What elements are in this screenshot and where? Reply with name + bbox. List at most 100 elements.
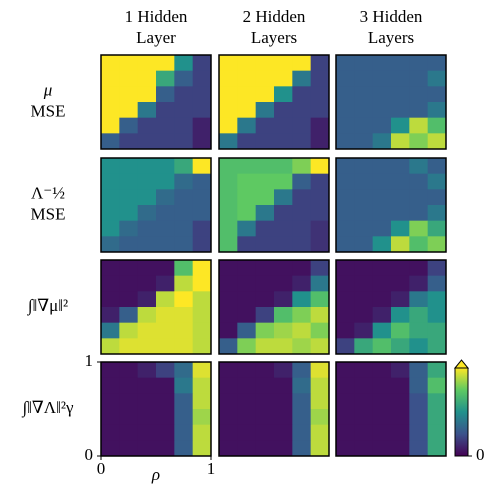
heatmap-cell (255, 409, 275, 426)
heatmap-cell (192, 158, 212, 175)
heatmap-cell (292, 362, 312, 379)
y-tick-label: 1 (85, 351, 94, 370)
panel-frame (218, 259, 330, 355)
heatmap-cell (137, 409, 157, 426)
heatmap-cell (255, 377, 275, 394)
heatmap-cell (101, 307, 120, 324)
heatmap-cell (372, 307, 392, 324)
heatmap-cell (310, 158, 330, 175)
heatmap-cell (101, 440, 120, 457)
heatmap-cell (137, 173, 157, 190)
heatmap-cell (119, 440, 139, 457)
heatmap-cell (336, 377, 355, 394)
heatmap-panel (336, 260, 447, 355)
heatmap-cell (354, 307, 374, 324)
colorbar-extend (453, 359, 470, 369)
heatmap-cell (255, 424, 275, 441)
heatmap-cell (255, 338, 275, 355)
heatmap-cell (219, 70, 238, 87)
colorbar (455, 368, 468, 456)
heatmap-cell (255, 189, 275, 206)
heatmap-cell (255, 205, 275, 222)
heatmap-cell (255, 70, 275, 87)
heatmap-cell (101, 409, 120, 426)
heatmap-cell (137, 260, 157, 277)
heatmap-cell (156, 102, 175, 119)
heatmap-cell (409, 362, 429, 379)
heatmap-cell (391, 377, 410, 394)
heatmap-cell (174, 173, 194, 190)
heatmap-cell (409, 86, 429, 103)
heatmap-cell (354, 189, 374, 206)
heatmap-cell (391, 393, 410, 410)
panel-frame (335, 361, 447, 457)
heatmap-cell (237, 55, 257, 72)
heatmap-cell (255, 362, 275, 379)
heatmap-cell (237, 377, 257, 394)
heatmap-cell (274, 220, 293, 237)
panel-frame (335, 54, 447, 150)
heatmap-cell (156, 393, 175, 410)
heatmap-cell (310, 307, 330, 324)
heatmap-cell (192, 338, 212, 355)
heatmap-cell (409, 102, 429, 119)
heatmap-cell (336, 338, 355, 355)
heatmap-cell (391, 133, 410, 150)
heatmap-cell (101, 55, 120, 72)
heatmap-panel (101, 260, 212, 355)
heatmap-cell (219, 102, 238, 119)
heatmap-cell (274, 393, 293, 410)
heatmap-cell (391, 307, 410, 324)
heatmap-cell (192, 377, 212, 394)
heatmap-cell (427, 362, 447, 379)
heatmap-cell (237, 189, 257, 206)
heatmap-cell (372, 236, 392, 253)
heatmap-cell (310, 86, 330, 103)
heatmap-cell (156, 338, 175, 355)
heatmap-cell (192, 322, 212, 339)
heatmap-cell (336, 393, 355, 410)
heatmap-cell (192, 260, 212, 277)
heatmap-cell (274, 322, 293, 339)
row-label: ∫‖∇Λ‖²γ (21, 398, 73, 418)
heatmap-cell (292, 173, 312, 190)
heatmap-cell (156, 409, 175, 426)
heatmap-cell (292, 322, 312, 339)
heatmap-cell (310, 260, 330, 277)
heatmap-cell (255, 102, 275, 119)
heatmap-cell (137, 86, 157, 103)
column-title: 3 Hidden (360, 7, 423, 26)
heatmap-cell (409, 424, 429, 441)
heatmap-cell (101, 70, 120, 87)
heatmap-cell (219, 133, 238, 150)
heatmap-cell (101, 189, 120, 206)
heatmap-cell (427, 409, 447, 426)
heatmap-cell (372, 322, 392, 339)
heatmap-cell (119, 117, 139, 134)
heatmap-cell (372, 275, 392, 292)
heatmap-cell (119, 307, 139, 324)
column-title: Layers (368, 28, 414, 47)
heatmap-cell (354, 440, 374, 457)
heatmap-cell (119, 102, 139, 119)
heatmap-cell (409, 236, 429, 253)
heatmap-cell (156, 173, 175, 190)
row-label: MSE (31, 204, 66, 223)
heatmap-cell (427, 275, 447, 292)
heatmap-cell (427, 338, 447, 355)
heatmap-cell (292, 260, 312, 277)
heatmap-cell (237, 133, 257, 150)
heatmap-cell (310, 393, 330, 410)
heatmap-cell (292, 275, 312, 292)
heatmap-cell (174, 377, 194, 394)
heatmap-cell (237, 322, 257, 339)
heatmap-cell (427, 158, 447, 175)
heatmap-cell (372, 424, 392, 441)
heatmap-cell (219, 158, 238, 175)
heatmap-cell (391, 117, 410, 134)
heatmap-cell (137, 117, 157, 134)
heatmap-cell (192, 220, 212, 237)
heatmap-cell (219, 424, 238, 441)
heatmap-cell (336, 220, 355, 237)
heatmap-cell (372, 189, 392, 206)
